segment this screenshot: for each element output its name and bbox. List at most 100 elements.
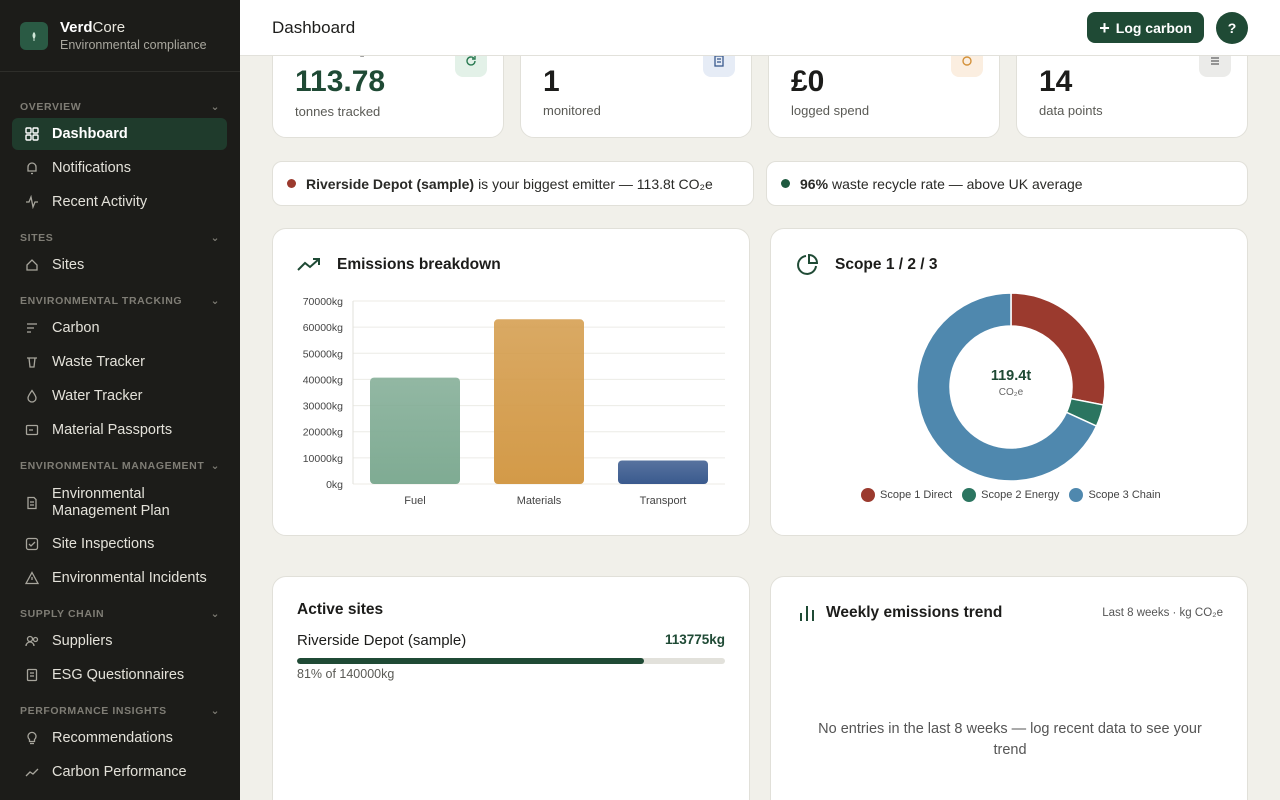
sidebar-item-environmental-incidents[interactable]: Environmental Incidents	[12, 562, 227, 594]
sidebar-item-label: Recommendations	[52, 730, 173, 746]
sidebar-item-carbon[interactable]: Carbon	[12, 312, 227, 344]
bar-materials[interactable]	[494, 319, 584, 484]
trash-icon	[24, 354, 40, 370]
sidebar-item-carbon-performance[interactable]: Carbon Performance	[12, 756, 227, 788]
sidebar-item-label: Environmental Management Plan	[52, 486, 170, 519]
sidebar-item-water-tracker[interactable]: Water Tracker	[12, 380, 227, 412]
insight-bold: 96%	[800, 175, 829, 192]
donut-center-unit: CO₂e	[998, 387, 1024, 398]
bar-transport[interactable]	[618, 460, 708, 484]
chevron-down-icon: ⌄	[210, 232, 220, 244]
y-tick-label: 30000kg	[303, 401, 343, 413]
clipboard-icon	[24, 667, 40, 683]
sidebar-item-notifications[interactable]: Notifications	[12, 152, 227, 184]
y-tick-label: 0kg	[326, 479, 343, 491]
sidebar-item-label: Recent Activity	[52, 194, 148, 210]
y-tick-label: 70000kg	[303, 296, 343, 308]
scope-legend: Scope 1 Direct Scope 2 Energy Scope 3 Ch…	[861, 488, 1161, 502]
x-tick-label: Fuel	[404, 495, 425, 507]
x-tick-label: Materials	[517, 495, 562, 507]
sidebar-item-label: Material Passports	[52, 422, 173, 438]
stat-sub: logged spend	[791, 103, 870, 118]
legend-item[interactable]: Scope 3 Chain	[1069, 488, 1161, 502]
section-sites[interactable]: SITES ⌄	[20, 232, 220, 244]
sidebar-item-label: Site Inspections	[52, 536, 155, 552]
stat-sub: tonnes tracked	[295, 104, 381, 119]
stat-sub: data points	[1039, 103, 1103, 118]
plus-icon: +	[1099, 17, 1110, 38]
brand[interactable]: VerdCore Environmental compliance	[0, 0, 240, 72]
site-progress-fill	[297, 658, 644, 664]
sidebar-item-recommendations[interactable]: Recommendations	[12, 722, 227, 754]
sidebar-item-label: Dashboard	[52, 126, 128, 142]
sidebar-item-suppliers[interactable]: Suppliers	[12, 625, 227, 657]
section-supply-chain[interactable]: SUPPLY CHAIN ⌄	[20, 608, 220, 620]
card-title: Emissions breakdown	[337, 256, 501, 273]
stat-value: £0	[791, 65, 825, 98]
sidebar-item-site-inspections[interactable]: Site Inspections	[12, 528, 227, 560]
log-carbon-button[interactable]: + Log carbon	[1087, 12, 1204, 43]
chevron-down-icon: ⌄	[210, 460, 220, 472]
status-dot	[781, 179, 790, 188]
bar-fuel[interactable]	[370, 377, 460, 484]
sidebar-item-sites[interactable]: Sites	[12, 249, 227, 281]
leaf-icon	[20, 21, 48, 50]
emissions-bar-chart: 0kg 10000kg 20000kg 30000kg 40000kg 50000kg 60…	[303, 296, 725, 507]
home-icon	[24, 257, 40, 273]
weekly-trend-card: Weekly emissions trend Last 8 weeks · kg…	[770, 576, 1248, 800]
legend-label: Scope 2 Energy	[981, 489, 1060, 501]
y-tick-label: 50000kg	[303, 348, 343, 360]
chevron-down-icon: ⌄	[210, 705, 220, 717]
empty-line: trend	[993, 742, 1027, 758]
sidebar-item-label: Notifications	[52, 160, 131, 176]
sidebar-item-label: Carbon Performance	[52, 764, 187, 780]
legend-item[interactable]: Scope 2 Energy	[962, 488, 1059, 502]
active-sites-card: Active sites Riverside Depot (sample) 11…	[272, 576, 750, 800]
page-title: Dashboard	[272, 17, 356, 37]
trend-meta: Last 8 weeks · kg CO₂e	[1102, 607, 1223, 619]
topbar: Dashboard + Log carbon ?	[240, 0, 1280, 56]
chevron-down-icon: ⌄	[210, 101, 220, 113]
slice-scope-3-chain[interactable]	[916, 292, 1098, 482]
donut-center-value: 119.4t	[990, 368, 1032, 384]
sidebar-item-label: Waste Tracker	[52, 354, 145, 370]
chevron-down-icon: ⌄	[210, 608, 220, 620]
sidebar-item-waste-tracker[interactable]: Waste Tracker	[12, 346, 227, 378]
help-button[interactable]: ?	[1216, 11, 1248, 44]
sidebar-item-material-passports[interactable]: Material Passports	[12, 414, 227, 446]
brand-subtitle: Environmental compliance	[60, 37, 207, 52]
sidebar: VerdCore Environmental compliance OVERVI…	[0, 0, 240, 800]
card-title: Scope 1 / 2 / 3	[835, 256, 938, 273]
sidebar-item-esg-questionnaires[interactable]: ESG Questionnaires	[12, 659, 227, 691]
legend-swatch	[962, 488, 977, 502]
users-icon	[24, 633, 40, 649]
bar-chart-icon	[799, 604, 815, 627]
pie-chart-icon	[795, 253, 819, 282]
chevron-down-icon: ⌄	[210, 295, 220, 307]
activity-icon	[24, 194, 40, 210]
site-value: 113775kg	[664, 632, 725, 647]
section-environmental-tracking[interactable]: ENVIRONMENTAL TRACKING ⌄	[20, 295, 220, 307]
sidebar-item-label: Environmental Incidents	[52, 570, 207, 586]
insight-text: waste recycle rate — above UK average	[832, 175, 1083, 192]
section-overview[interactable]: OVERVIEW ⌄	[20, 101, 220, 113]
lightbulb-icon	[24, 730, 40, 746]
insight-text: is your biggest emitter — 113.8t CO₂e	[478, 175, 713, 192]
warning-icon	[24, 570, 40, 586]
legend-item[interactable]: Scope 1 Direct	[861, 488, 952, 502]
status-dot	[287, 179, 296, 188]
sidebar-item-recent-activity[interactable]: Recent Activity	[12, 186, 227, 218]
stat-value: 1	[543, 65, 560, 98]
trend-up-icon	[297, 256, 321, 277]
log-carbon-label: Log carbon	[1115, 19, 1192, 36]
sidebar-item-environmental-management-plan[interactable]: Environmental Management Plan	[12, 485, 227, 521]
legend-label: Scope 3 Chain	[1088, 489, 1161, 501]
trend-empty-state: No entries in the last 8 weeks — log rec…	[801, 719, 1219, 761]
sidebar-item-label: ESG Questionnaires	[52, 667, 185, 683]
site-name[interactable]: Riverside Depot (sample)	[297, 632, 467, 649]
section-performance-insights[interactable]: PERFORMANCE INSIGHTS ⌄	[20, 705, 220, 717]
stat-value: 14	[1039, 65, 1073, 98]
sidebar-item-dashboard[interactable]: Dashboard	[12, 118, 227, 150]
section-environmental-management[interactable]: ENVIRONMENTAL MANAGEMENT ⌄	[20, 460, 220, 472]
checkbox-icon	[24, 536, 40, 552]
